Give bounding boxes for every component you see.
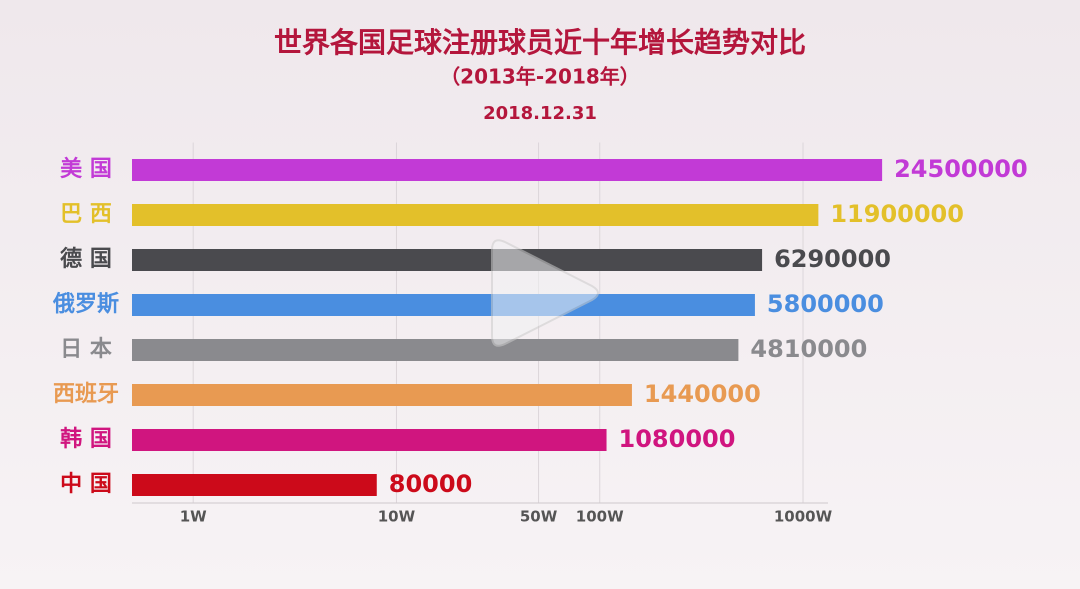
bar [132,249,763,271]
grid: 1W 10W 50W 100W 1000W [132,142,833,526]
category-label: 俄罗斯 [52,291,119,317]
category-label: 美 国 [60,156,112,182]
value-label: 1440000 [644,380,761,408]
category-label: 西班牙 [53,382,119,407]
x-tick-label: 100W [576,508,624,526]
bar [132,294,755,316]
value-label: 24500000 [894,155,1028,183]
x-tick-label: 1W [180,508,207,526]
bar [132,384,632,406]
bar [132,474,377,496]
category-label: 日 本 [60,337,112,362]
play-icon[interactable] [491,239,599,347]
chart-subtitle: （2013年-2018年） [440,65,640,89]
x-tick-label: 10W [378,508,416,526]
category-label: 巴 西 [60,202,112,227]
play-button[interactable] [491,239,599,347]
bar [132,159,883,181]
category-label: 德 国 [60,246,112,272]
chart-title: 世界各国足球注册球员近十年增长趋势对比 [274,26,806,59]
bar [132,204,819,226]
value-label: 5800000 [767,290,884,318]
bar [132,339,739,361]
category-label: 中 国 [60,472,112,497]
category-label: 韩 国 [60,426,112,452]
value-label: 11900000 [830,200,964,228]
value-label: 6290000 [774,245,891,273]
x-tick-label: 1000W [774,508,833,526]
bar [132,429,607,451]
value-label: 4810000 [750,335,867,363]
bars: 美 国 24500000 巴 西 11900000 德 国 6290000 俄罗斯 58000… [52,155,1028,498]
chart-date: 2018.12.31 [483,103,597,124]
value-label: 80000 [389,470,473,498]
x-tick-label: 50W [520,508,558,526]
value-label: 1080000 [619,425,736,453]
